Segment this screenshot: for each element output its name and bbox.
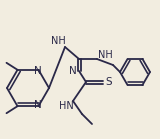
Text: N: N: [69, 66, 77, 76]
Text: NH: NH: [51, 36, 65, 46]
Text: S: S: [106, 77, 112, 87]
Text: NH: NH: [98, 50, 112, 60]
Text: N: N: [34, 66, 41, 76]
Text: HN: HN: [59, 101, 73, 111]
Text: N: N: [34, 100, 41, 110]
